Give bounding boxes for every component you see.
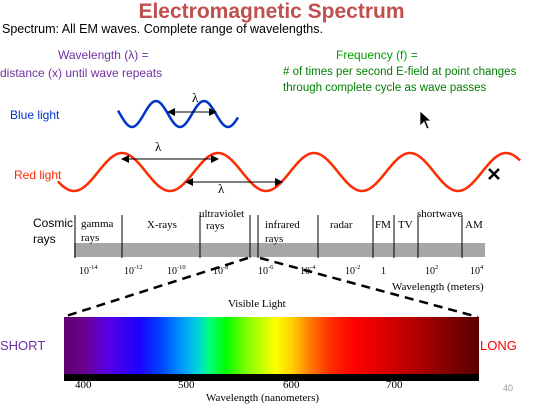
- red-light-label: Red light: [14, 168, 62, 182]
- visible-tick-label: 700: [386, 379, 403, 391]
- visible-axis-ticks: 400 500 600 700: [75, 379, 403, 391]
- band-cosmic-label-2: rays: [33, 232, 56, 246]
- long-label: LONG: [480, 338, 517, 353]
- zoom-line-left: [62, 256, 249, 319]
- visible-tick-label: 400: [75, 379, 92, 391]
- visible-tick-label: 500: [178, 379, 195, 391]
- visible-spectrum-bar: [64, 317, 479, 374]
- band-ultraviolet-label: ultraviolet: [199, 208, 244, 220]
- band-radar-label: radar: [330, 219, 353, 231]
- page-title: Electromagnetic Spectrum: [138, 0, 405, 23]
- band-ultraviolet-label-2: rays: [206, 220, 224, 232]
- em-tick-label: 10-12: [124, 264, 143, 277]
- band-cosmic-label: Cosmic: [33, 216, 73, 230]
- visible-light-label: Visible Light: [228, 298, 286, 310]
- page-number: 40: [503, 383, 514, 393]
- band-xrays-label: X-rays: [147, 219, 177, 231]
- em-tick-label: 10-8: [213, 264, 228, 277]
- em-tick-label: 102: [425, 264, 438, 277]
- blue-lambda-symbol: λ: [192, 90, 199, 105]
- short-label: SHORT: [0, 338, 46, 353]
- subtitle: Spectrum: All EM waves. Complete range o…: [2, 22, 323, 36]
- band-fm-label: FM: [375, 219, 391, 231]
- em-axis-label: Wavelength (meters): [392, 281, 484, 293]
- band-shortwave-label: shortwave: [417, 208, 462, 220]
- frequency-definition-line3: through complete cycle as wave passes: [283, 82, 487, 94]
- red-lambda-symbol-bottom: λ: [218, 181, 225, 196]
- em-tick-label: 1: [381, 266, 386, 277]
- em-tick-label: 10-6: [258, 264, 274, 277]
- blue-light-wave: [116, 99, 240, 129]
- close-x-icon: [488, 168, 500, 180]
- blue-light-label: Blue light: [10, 108, 60, 122]
- band-gamma-label-2: rays: [81, 232, 99, 244]
- em-tick-label: 10-2: [345, 264, 360, 277]
- band-infrared-label-2: rays: [265, 233, 283, 245]
- visible-axis-label: Wavelength (nanometers): [206, 392, 319, 404]
- wavelength-definition-line2: distance (x) until wave repeats: [0, 66, 163, 80]
- visible-tick-label: 600: [283, 379, 300, 391]
- em-tick-label: 104: [470, 264, 484, 277]
- visible-axis-bar: [64, 374, 479, 381]
- zoom-line-right: [259, 256, 479, 319]
- band-am-label: AM: [465, 219, 483, 231]
- red-lambda-symbol-top: λ: [155, 139, 162, 154]
- mouse-cursor-icon: [419, 110, 432, 130]
- frequency-definition-line2: # of times per second E-field at point c…: [283, 66, 517, 78]
- wavelength-definition-line1: Wavelength (λ) =: [58, 48, 149, 62]
- em-tick-label: 10-10: [167, 264, 186, 277]
- band-infrared-label: infrared: [265, 219, 300, 231]
- band-gamma-label: gamma: [81, 218, 113, 230]
- band-tv-label: TV: [398, 219, 413, 231]
- em-band-dividers: [74, 215, 463, 258]
- em-tick-label: 10-4: [300, 264, 316, 277]
- em-tick-label: 10-14: [79, 264, 98, 277]
- em-axis-ticks: 10-14 10-12 10-10 10-8 10-6 10-4 10-2 1 102 104: [79, 264, 484, 277]
- frequency-definition-line1: Frequency (f) =: [336, 48, 418, 62]
- em-spectrum-bar: [74, 243, 485, 257]
